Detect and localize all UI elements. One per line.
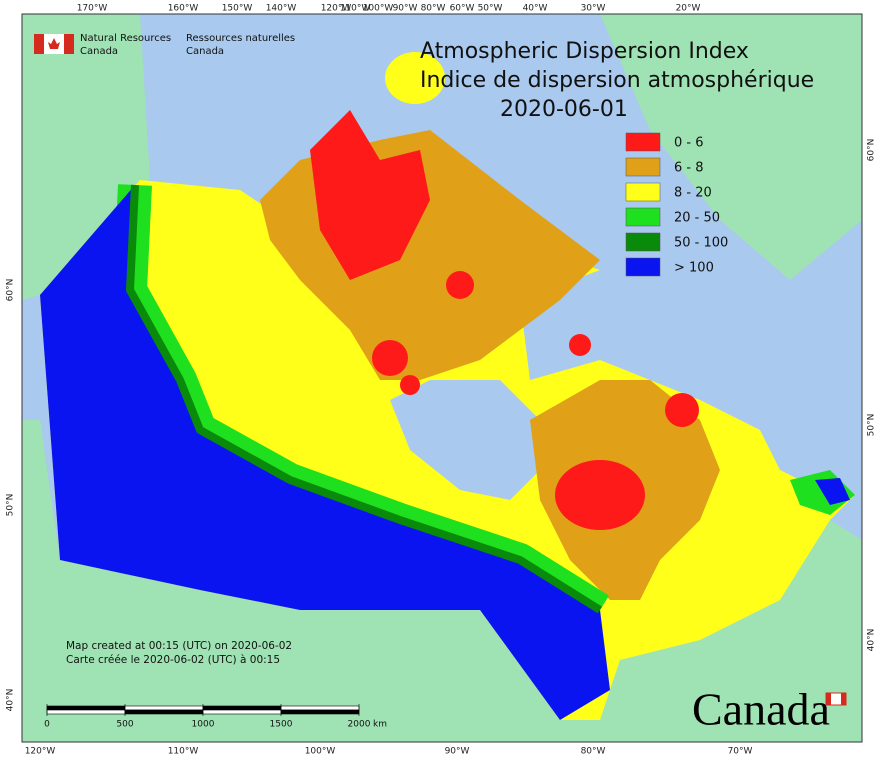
legend-label: 20 - 50 (674, 211, 720, 226)
flag (64, 34, 74, 54)
wordmark: Canada (692, 684, 830, 735)
legend-swatch (625, 132, 661, 152)
alaska (22, 14, 150, 300)
latitude-label: 40°N (6, 689, 16, 712)
scale-segment (46, 705, 126, 711)
scale-label: 1000 (192, 720, 215, 730)
scale-segment (124, 705, 204, 711)
org-en: Canada (80, 46, 118, 57)
zone-patch (665, 393, 699, 427)
legend-swatch (625, 257, 661, 277)
scale-segment (202, 709, 282, 715)
latitude-label: 50°N (867, 414, 877, 437)
zone-patch (372, 340, 408, 376)
longitude-label: 110°W (340, 4, 371, 14)
org-fr: Ressources naturelles (186, 33, 295, 44)
longitude-label: 90°W (393, 4, 418, 14)
hudson-bay (390, 380, 540, 500)
zone-patch (555, 460, 645, 530)
scale-segment (280, 709, 360, 715)
legend-swatch (625, 232, 661, 252)
scale-segment (202, 705, 282, 711)
zone-blue (40, 185, 610, 720)
longitude-label: 50°W (478, 4, 503, 14)
scale-segment (280, 705, 360, 711)
legend-swatch (625, 207, 661, 227)
org-fr: Canada (186, 46, 224, 57)
org-en: Natural Resources (80, 33, 171, 44)
zone-patch (400, 375, 420, 395)
zone-east (815, 478, 850, 505)
legend-label: > 100 (674, 261, 714, 276)
scale-unit: km (373, 720, 387, 730)
greenland (600, 14, 862, 280)
longitude-label: 110°W (168, 747, 199, 757)
title: Indice de dispersion atmosphérique (420, 68, 814, 93)
legend-swatch (625, 182, 661, 202)
zone-darkgreen-band (126, 184, 603, 614)
credit: Carte créée le 2020-06-02 (UTC) à 00:15 (66, 654, 280, 666)
zone-ellesmere (385, 52, 445, 104)
longitude-label: 80°W (581, 747, 606, 757)
wordmark-flag (841, 693, 846, 705)
title: Atmospheric Dispersion Index (420, 39, 749, 64)
scale-segment (124, 709, 204, 715)
map-area (22, 14, 862, 742)
longitude-label: 100°W (363, 4, 394, 14)
longitude-label: 150°W (222, 4, 253, 14)
scale-label: 500 (116, 720, 133, 730)
longitude-label: 140°W (266, 4, 297, 14)
legend-label: 8 - 20 (674, 186, 712, 201)
longitude-label: 120°W (25, 747, 56, 757)
flag-leaf (48, 38, 60, 49)
longitude-label: 90°W (445, 747, 470, 757)
flag (34, 34, 44, 54)
zone-islands (310, 110, 430, 280)
longitude-label: 20°W (676, 4, 701, 14)
longitude-label: 30°W (581, 4, 606, 14)
longitude-label: 170°W (77, 4, 108, 14)
legend-label: 0 - 6 (674, 136, 704, 151)
zone-patch (446, 271, 474, 299)
longitude-label: 160°W (168, 4, 199, 14)
scale-label: 1500 (270, 720, 293, 730)
credit: Map created at 00:15 (UTC) on 2020-06-02 (66, 640, 292, 652)
scale-label: 0 (44, 720, 50, 730)
scale-label: 2000 (348, 720, 371, 730)
scale-segment (46, 709, 126, 715)
longitude-label: 120°W (321, 4, 352, 14)
longitude-label: 70°W (728, 747, 753, 757)
latitude-label: 60°N (6, 279, 16, 302)
legend-label: 50 - 100 (674, 236, 728, 251)
latitude-label: 50°N (6, 494, 16, 517)
latitude-label: 60°N (867, 139, 877, 162)
longitude-label: 80°W (421, 4, 446, 14)
legend-swatch (625, 157, 661, 177)
longitude-label: 60°W (450, 4, 475, 14)
map-border (21, 13, 863, 743)
zone-patch (569, 334, 591, 356)
date: 2020-06-01 (500, 97, 628, 122)
longitude-label: 40°W (523, 4, 548, 14)
longitude-label: 100°W (305, 747, 336, 757)
latitude-label: 40°N (867, 629, 877, 652)
wordmark-flag (826, 693, 831, 705)
united-states (22, 420, 862, 742)
legend-label: 6 - 8 (674, 161, 704, 176)
